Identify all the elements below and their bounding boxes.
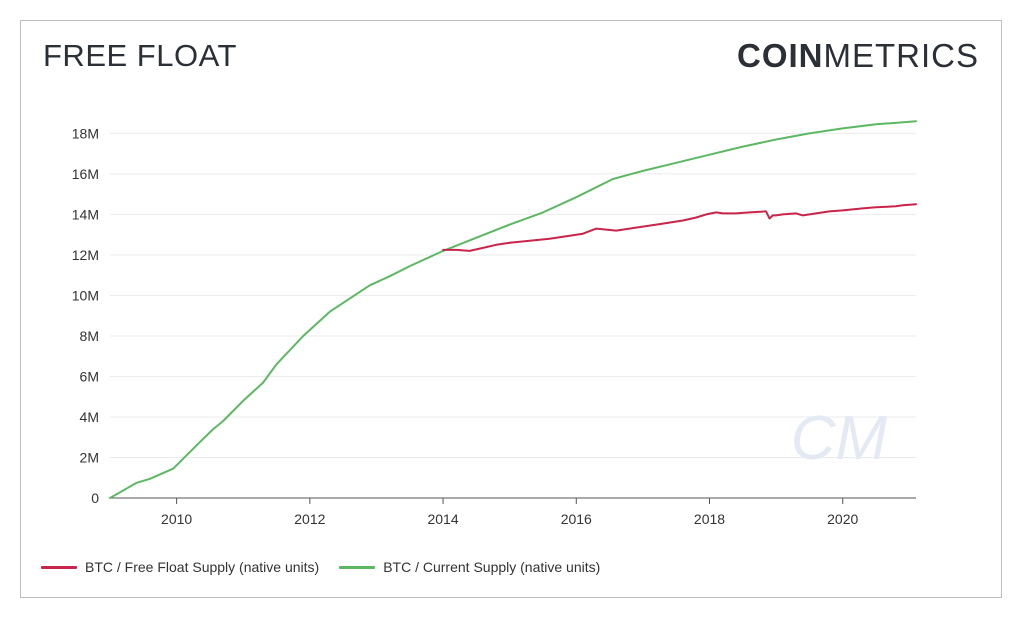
y-tick-label: 18M [72,125,99,141]
y-tick-label: 10M [72,287,99,303]
y-tick-label: 2M [80,449,99,465]
y-tick-label: 14M [72,206,99,222]
brand-logo-bold: COIN [737,37,824,74]
brand-logo: COINMETRICS [737,37,979,75]
legend-item-free-float[interactable]: BTC / Free Float Supply (native units) [41,559,319,575]
y-tick-label: 12M [72,247,99,263]
x-tick-label: 2012 [294,511,325,527]
y-tick-label: 0 [91,490,99,506]
x-tick-label: 2010 [161,511,192,527]
series-lines [109,120,917,499]
x-tick-label: 2018 [694,511,725,527]
legend-label-free-float: BTC / Free Float Supply (native units) [85,559,320,575]
x-tick-label: 2020 [827,511,858,527]
y-tick-label: 6M [80,368,99,384]
legend-item-current-supply[interactable]: BTC / Current Supply (native units) [339,559,600,575]
legend-swatch-current-supply [339,565,376,569]
page-title: FREE FLOAT [43,38,237,73]
line-chart: CM 0 2M 4M 6M 8M 10M 12M 14M 16M 18M 2010 2012 2014 2… [72,120,917,527]
legend-swatch-free-float [41,565,77,569]
chart-card: FREE FLOAT COINMETRICS CM 0 2M 4M 6M 8M 10M 12… [20,20,1002,598]
series-line-current-supply[interactable] [109,120,917,499]
x-tick-label: 2016 [561,511,592,527]
y-tick-label: 4M [80,409,99,425]
legend: BTC / Free Float Supply (native units) B… [41,559,620,575]
brand-logo-light: METRICS [823,37,979,74]
y-tick-label: 16M [72,166,99,182]
x-tick-label: 2014 [427,511,458,527]
watermark: CM [791,404,888,473]
legend-label-current-supply: BTC / Current Supply (native units) [383,559,601,575]
series-line-free-float[interactable] [442,203,917,252]
grid-lines [110,132,916,458]
axes: 0 2M 4M 6M 8M 10M 12M 14M 16M 18M 2010 2012 2014 2016… [72,125,916,527]
y-tick-label: 8M [80,328,99,344]
